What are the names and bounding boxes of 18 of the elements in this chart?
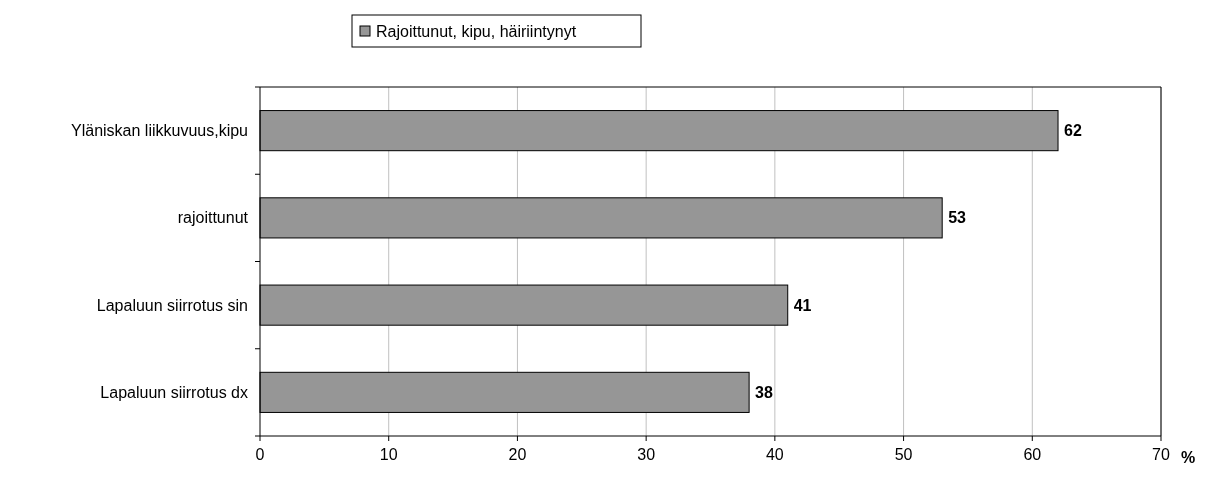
y-tick-label: Yläniskan liikkuvuus,kipu [71,122,248,140]
x-tick-label: 70 [1152,446,1170,463]
x-tick-label: 50 [894,446,913,463]
x-tick-label: 10 [379,446,398,463]
data-label: 41 [793,296,812,314]
x-tick-label: 40 [765,446,784,463]
x-tick-label: 60 [1023,446,1042,463]
y-tick-label: Lapaluun siirrotus sin [96,296,248,314]
data-label: 62 [1064,122,1082,140]
y-tick-label: Lapaluun siirrotus dx [100,383,248,401]
legend-label: Rajoittunut, kipu, häiriintynyt [376,22,577,40]
x-axis-title: % [1180,449,1196,466]
x-tick-label: 30 [637,446,656,463]
x-tick-label: 0 [255,446,265,463]
y-tick-label: rajoittunut [177,209,249,227]
data-label: 38 [755,383,774,401]
data-label: 53 [948,209,967,227]
x-tick-label: 20 [508,446,527,463]
